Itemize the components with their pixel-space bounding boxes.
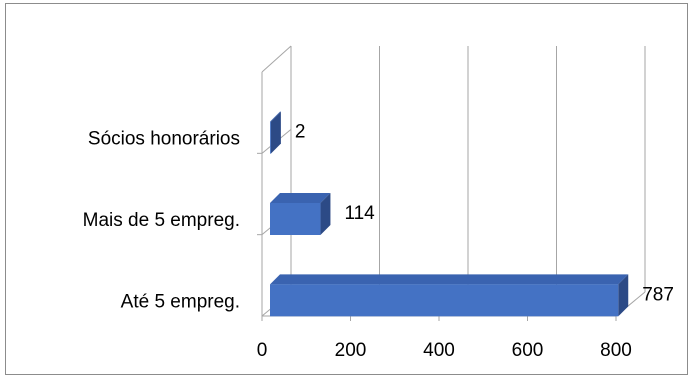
bar-front-face [270,203,321,235]
category-label: Sócios honorários [88,129,240,150]
category-label: Até 5 empreg. [121,291,240,312]
category-label: Mais de 5 empreg. [83,210,240,231]
x-tick-label: 0 [257,340,268,361]
bar-side-face [320,193,331,235]
data-label: 787 [642,284,674,305]
x-tick-label: 800 [600,340,632,361]
bar [270,193,331,235]
x-tick-label: 200 [335,340,367,361]
bar-top-face [270,274,629,285]
bar-front-face [270,284,619,317]
bar-front-face [270,121,271,154]
data-label: 114 [344,203,375,224]
bar-side-face [618,274,629,317]
bar-top-face [270,111,281,122]
x-tick-label: 600 [512,340,544,361]
bar-top-face [270,193,331,203]
data-label: 2 [295,122,306,143]
x-tick-label: 400 [423,340,455,361]
bar-side-face [270,111,281,154]
bar [270,111,281,154]
bar [270,274,629,317]
